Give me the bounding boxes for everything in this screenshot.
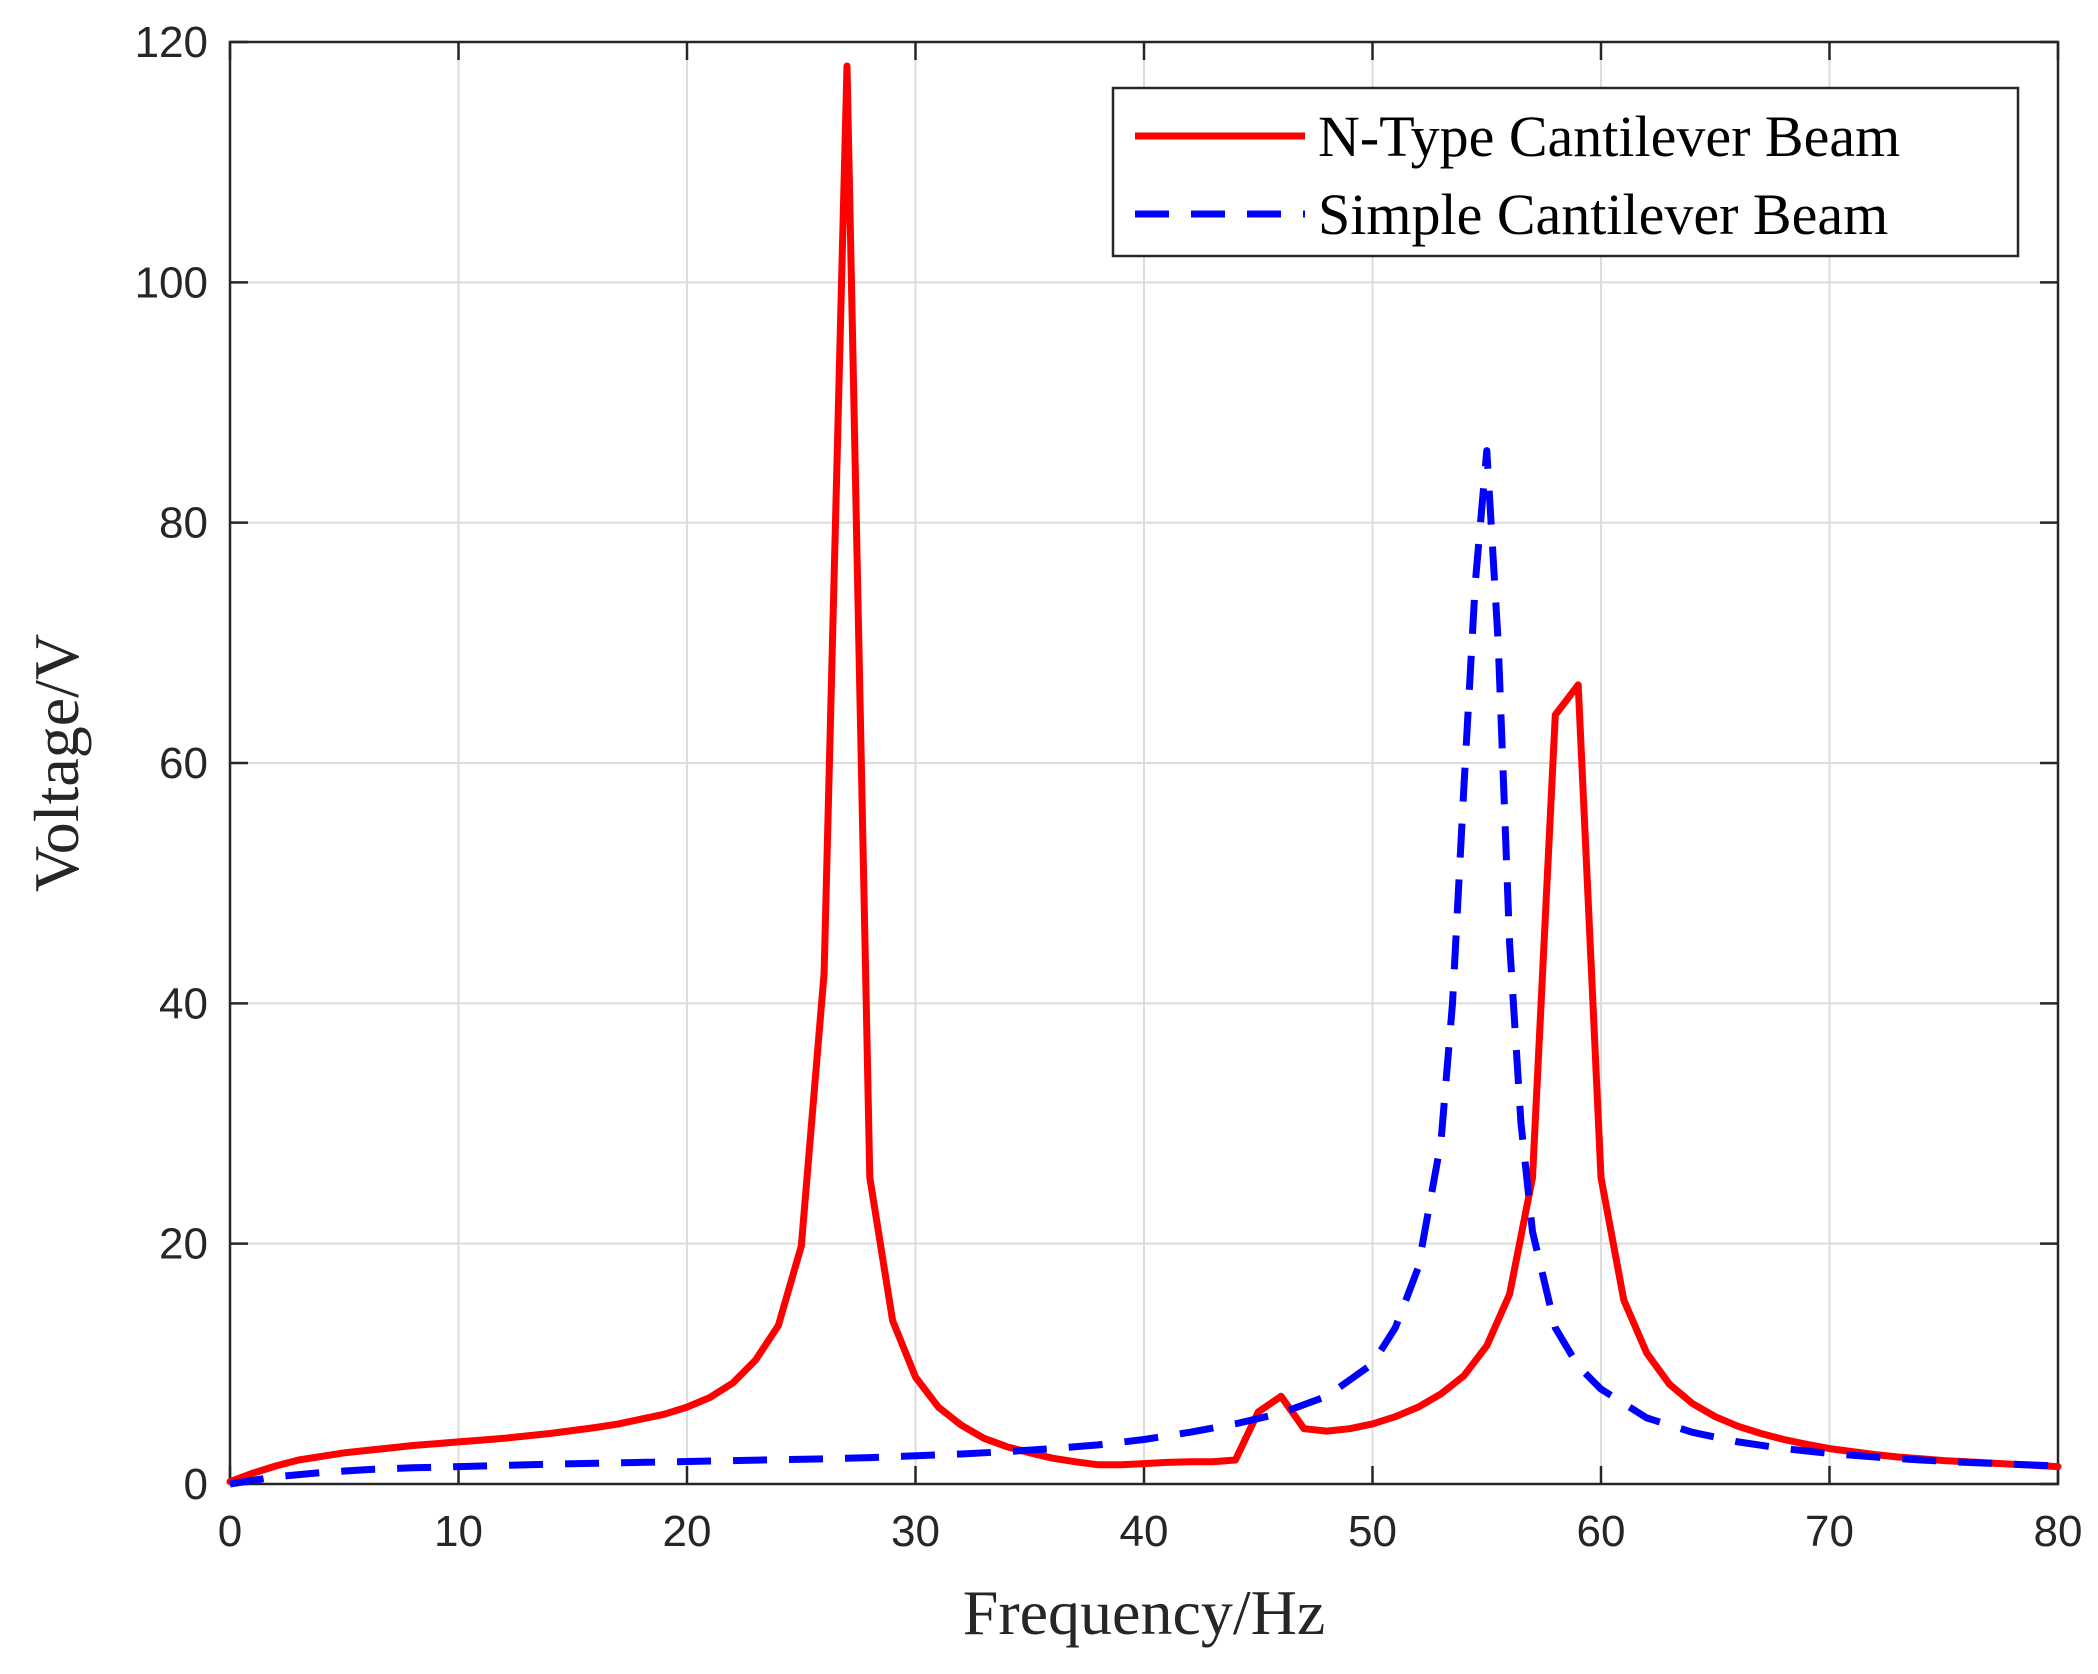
axis-ticks [228, 40, 2060, 1486]
y-tick-label: 20 [159, 1220, 208, 1269]
series-line-n-type [226, 62, 2062, 1486]
y-axis-title: Voltage/V [21, 634, 92, 892]
x-tick-label: 20 [663, 1507, 712, 1556]
y-tick-labels: 0 20 40 60 80 100 120 [135, 18, 208, 1509]
grid [230, 42, 2058, 1484]
x-tick-label: 0 [218, 1507, 242, 1556]
x-axis-title: Frequency/Hz [963, 1577, 1326, 1648]
legend-box [1111, 86, 2020, 258]
y-tick-label: 40 [159, 979, 208, 1028]
x-tick-labels: 0 10 20 30 40 50 60 70 80 [218, 1507, 2083, 1556]
x-tick-label: 60 [1577, 1507, 1626, 1556]
y-tick-label: 120 [135, 18, 208, 67]
x-tick-label: 30 [891, 1507, 940, 1556]
x-tick-label: 50 [1348, 1507, 1397, 1556]
x-tick-label: 40 [1120, 1507, 1169, 1556]
legend-label-simple: Simple Cantilever Beam [1318, 182, 1888, 247]
y-tick-label: 80 [159, 499, 208, 548]
x-tick-label: 70 [1805, 1507, 1854, 1556]
x-tick-label: 10 [434, 1507, 483, 1556]
x-tick-label: 80 [2034, 1507, 2083, 1556]
series-layer [226, 62, 2062, 1488]
y-tick-label: 0 [184, 1460, 208, 1509]
legend: N-Type Cantilever Beam Simple Cantilever… [1111, 86, 2020, 258]
series-line-simple [229, 447, 2059, 1488]
y-tick-label: 60 [159, 739, 208, 788]
legend-label-n-type: N-Type Cantilever Beam [1318, 104, 1900, 169]
y-tick-label: 100 [135, 258, 208, 307]
